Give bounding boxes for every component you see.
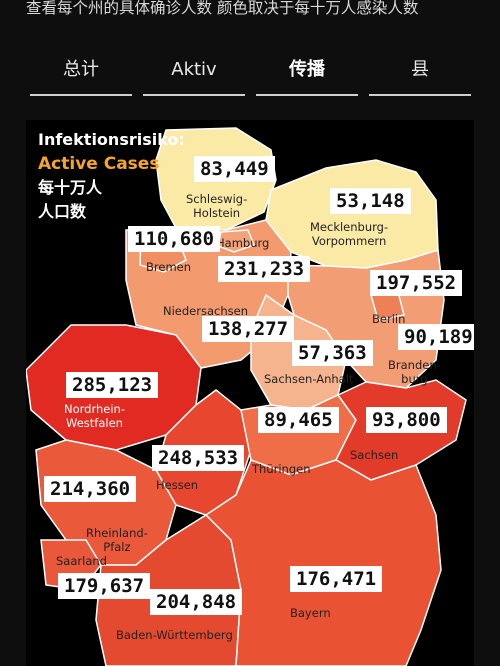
label-bremen: Bremen: [146, 260, 192, 274]
tab-bar: 总计 Aktiv 传播 县: [30, 56, 471, 96]
label-bayern: Bayern: [290, 606, 331, 620]
value-niedersachsen: 138,277: [202, 316, 295, 342]
label-schleswig-holstein: Schleswig- Holstein: [186, 192, 248, 220]
label-sachsen-anhalt: Sachsen-Anhalt: [264, 372, 354, 386]
value-bremen: 231,233: [218, 256, 311, 282]
label-niedersachsen: Niedersachsen: [163, 304, 248, 318]
value-saarland: 179,637: [58, 573, 151, 599]
label-brandenburg: Branden-burg: [388, 358, 441, 386]
state-mecklenburg-vorpommern[interactable]: [265, 159, 439, 269]
value-sachsen: 93,800: [366, 407, 447, 433]
legend-title: Infektionsrisiko:: [38, 130, 185, 149]
value-bayern: 176,471: [290, 566, 383, 592]
map-legend: Infektionsrisiko: Active Cases 每十万人 人口数: [38, 128, 185, 224]
germany-map: Infektionsrisiko: Active Cases 每十万人 人口数 …: [26, 120, 474, 666]
value-brandenburg: 90,189: [398, 324, 474, 350]
label-hessen: Hessen: [156, 478, 199, 492]
value-schleswig-holstein: 83,449: [194, 156, 275, 182]
value-hessen: 248,533: [152, 445, 245, 471]
legend-unit-line2: 人口数: [38, 202, 87, 221]
label-rheinland-pfalz: Rheinland- Pfalz: [86, 526, 148, 554]
label-sachsen: Sachsen: [350, 448, 399, 462]
tab-spread[interactable]: 传播: [256, 56, 358, 96]
value-mecklenburg-vorpommern: 53,148: [330, 188, 411, 214]
label-thueringen: Thüringen: [252, 462, 311, 476]
page-subtitle: 查看每个州的具体确诊人数 颜色取决于每十万人感染人数: [26, 0, 419, 17]
legend-unit-line1: 每十万人: [38, 178, 103, 197]
value-hamburg: 110,680: [128, 226, 221, 252]
label-berlin: Berlin: [372, 312, 406, 326]
tab-aktiv[interactable]: Aktiv: [143, 56, 245, 96]
label-mecklenburg-vorpommern: Mecklenburg- Vorpommern: [310, 220, 389, 248]
value-sachsen-anhalt: 57,363: [292, 340, 373, 366]
legend-metric: Active Cases: [38, 154, 160, 174]
tab-total[interactable]: 总计: [30, 56, 132, 96]
value-nordrhein-westfalen: 285,123: [66, 372, 159, 398]
value-baden-wuerttemberg: 204,848: [150, 589, 243, 615]
label-hamburg: Hamburg: [216, 236, 270, 250]
tab-county[interactable]: 县: [369, 56, 471, 96]
value-thueringen: 89,465: [258, 407, 339, 433]
label-nordrhein-westfalen: Nordrhein- Westfalen: [64, 402, 125, 430]
value-rheinland-pfalz: 214,360: [44, 476, 137, 502]
label-saarland: Saarland: [56, 554, 107, 568]
label-baden-wuerttemberg: Baden-Württemberg: [116, 628, 233, 642]
state-bayern[interactable]: [204, 459, 442, 666]
value-berlin: 197,552: [370, 270, 463, 296]
